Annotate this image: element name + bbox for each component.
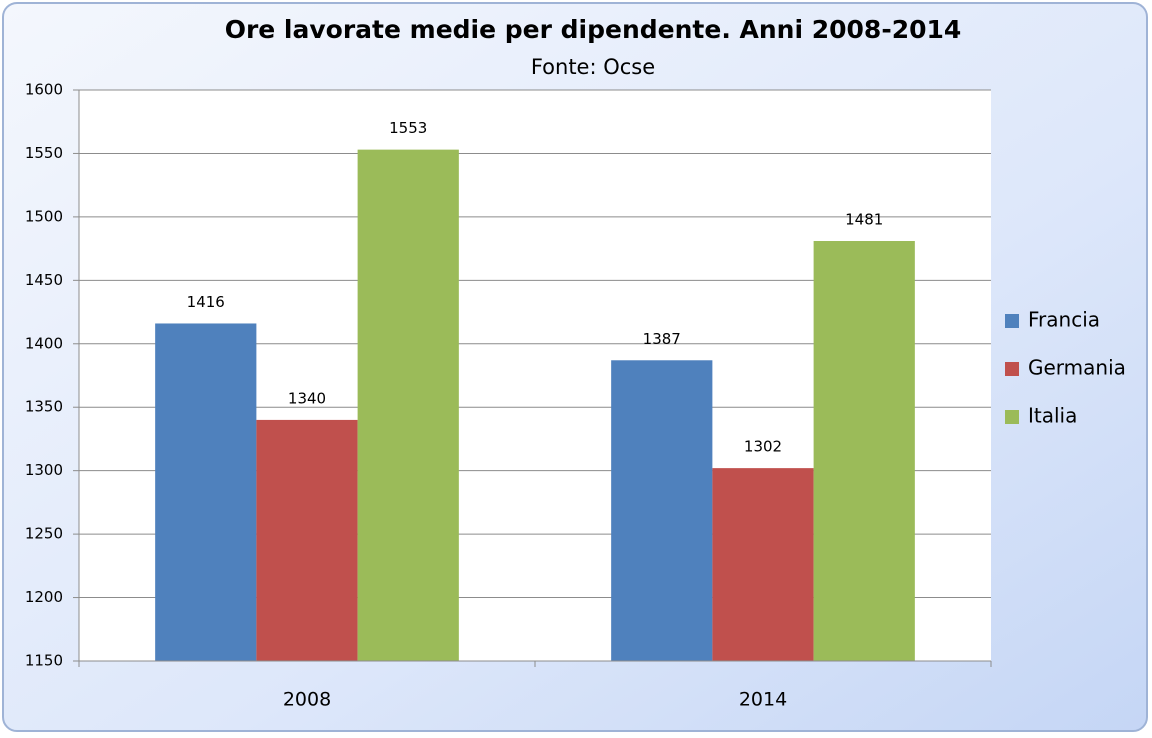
bar [256,419,358,661]
value-label: 1481 [845,210,883,228]
value-label: 1553 [389,119,427,137]
bar [155,323,257,661]
x-tick-label: 2008 [283,689,331,711]
y-tick-label: 1500 [25,207,63,225]
bar [813,240,915,661]
chart-subtitle: Fonte: Ocse [531,55,655,79]
y-tick-label: 1350 [25,398,63,416]
y-tick-label: 1400 [25,334,63,352]
y-tick-label: 1300 [25,461,63,479]
y-tick-label: 1200 [25,588,63,606]
legend-label: Francia [1028,308,1100,332]
bar [357,149,459,662]
y-tick-label: 1150 [25,652,63,670]
y-tick-label: 1450 [25,271,63,289]
value-label: 1387 [643,330,681,348]
y-tick-label: 1250 [25,525,63,543]
legend-swatch [1005,410,1019,424]
legend-label: Italia [1028,404,1077,428]
chart-title: Ore lavorate medie per dipendente. Anni … [225,15,962,44]
y-tick-label: 1550 [25,144,63,162]
value-label: 1302 [744,438,782,456]
value-label: 1416 [187,293,225,311]
bar [712,468,814,661]
legend-swatch [1005,314,1019,328]
legend-swatch [1005,362,1019,376]
y-tick-label: 1600 [25,81,63,99]
bar [611,360,713,661]
x-tick-label: 2014 [739,689,787,711]
legend-label: Germania [1028,356,1126,380]
value-label: 1340 [288,389,326,407]
